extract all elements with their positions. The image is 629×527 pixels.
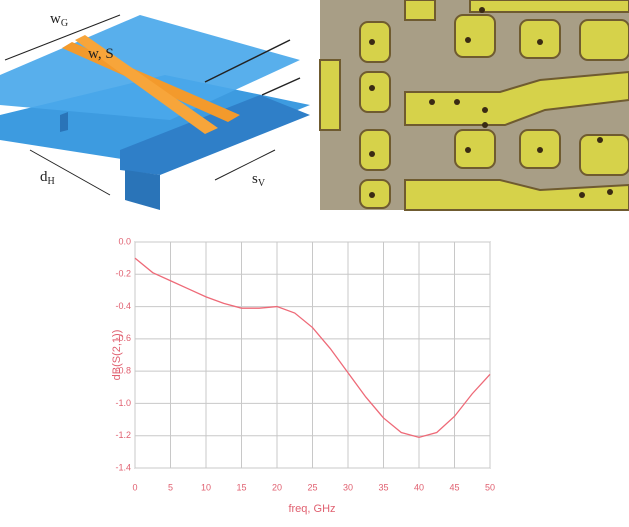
pcb-photo: [319, 0, 629, 211]
pad: [359, 129, 391, 171]
trace: [404, 0, 436, 21]
x-tick-label: 30: [343, 482, 353, 492]
dim-line: [4, 14, 121, 61]
x-axis-label: freq, GHz: [288, 503, 335, 515]
dim-line: [214, 149, 276, 181]
x-tick-label: 25: [307, 482, 317, 492]
pad: [579, 19, 629, 61]
data-line: [134, 257, 491, 439]
y-tick-label: -0.4: [115, 301, 131, 311]
arrow: [204, 39, 291, 83]
y-tick-label: -0.2: [115, 269, 131, 279]
arrow: [261, 77, 301, 96]
top-layer: [0, 15, 300, 120]
via: [60, 112, 68, 132]
y-tick-label: 0.0: [118, 236, 131, 246]
pad: [454, 129, 496, 169]
y-tick-label: -0.6: [115, 333, 131, 343]
diagram-label: w, S: [88, 46, 114, 62]
strip: [75, 35, 218, 134]
y-tick-label: -1.2: [115, 430, 131, 440]
x-tick-label: 35: [378, 482, 388, 492]
y-tick-label: -1.4: [115, 462, 131, 472]
x-tick-label: 40: [414, 482, 424, 492]
pad: [359, 179, 391, 209]
diagram-label: dH: [40, 169, 55, 187]
pad: [359, 71, 391, 113]
x-tick-label: 0: [132, 482, 137, 492]
trace: [404, 179, 629, 211]
pad: [454, 14, 496, 58]
y-tick-label: -1.0: [115, 398, 131, 408]
trace: [404, 70, 629, 126]
pad-side: [125, 170, 160, 210]
structure-diagram: wG w, S dH sV: [0, 11, 310, 210]
diagram-label: wG: [50, 11, 68, 29]
trace: [319, 59, 341, 131]
x-tick-label: 10: [201, 482, 211, 492]
chart: freq, GHz dB(S(2,1)) 0.0 -0.2 -0.4 -0.6 -0.8…: [111, 236, 495, 515]
x-tick-label: 45: [449, 482, 459, 492]
y-tick-label: -0.8: [115, 366, 131, 376]
pad: [579, 134, 629, 176]
diagram-label: sV: [252, 171, 266, 189]
y-axis-label: dB(S(2,1)): [111, 330, 123, 381]
x-tick-label: 5: [168, 482, 173, 492]
dim-line: [29, 149, 111, 196]
x-tick-label: 15: [236, 482, 246, 492]
x-tick-label: 20: [272, 482, 282, 492]
trace: [469, 0, 629, 13]
x-tick-label: 50: [485, 482, 495, 492]
bottom-pad: [120, 95, 310, 175]
